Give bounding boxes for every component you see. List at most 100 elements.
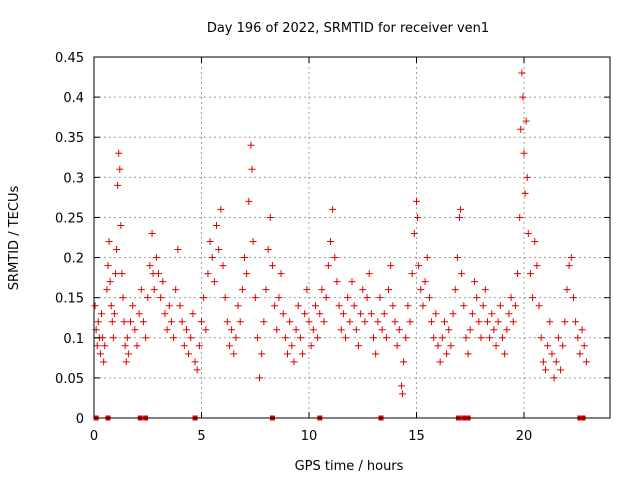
data-point xyxy=(499,334,506,342)
data-point xyxy=(249,238,257,246)
data-point xyxy=(219,262,227,270)
data-point xyxy=(335,302,343,310)
data-point xyxy=(104,262,112,270)
data-point xyxy=(535,302,543,310)
data-point xyxy=(501,350,509,358)
data-point xyxy=(554,334,562,342)
data-point xyxy=(96,350,104,358)
data-point xyxy=(200,294,208,302)
data-point xyxy=(301,310,309,318)
data-point xyxy=(163,326,171,334)
data-point xyxy=(519,93,527,101)
data-point xyxy=(107,302,115,310)
data-points xyxy=(91,69,590,421)
data-point xyxy=(133,342,141,350)
data-point xyxy=(260,318,268,326)
y-tick-label: 0.15 xyxy=(55,292,84,307)
data-point xyxy=(91,302,99,310)
data-point xyxy=(399,390,407,398)
data-point xyxy=(108,318,116,326)
data-point xyxy=(517,125,525,133)
data-point xyxy=(299,350,307,358)
data-point xyxy=(574,334,582,342)
data-point xyxy=(210,278,218,286)
data-point xyxy=(507,294,515,302)
chart-title: Day 196 of 2022, SRMTID for receiver ven… xyxy=(207,21,489,36)
data-point xyxy=(440,318,448,326)
data-point xyxy=(481,286,489,294)
data-point xyxy=(521,189,529,197)
data-point xyxy=(112,270,119,278)
y-axis-label: SRMTID / TECUs xyxy=(7,186,22,291)
data-point xyxy=(286,318,294,326)
data-point xyxy=(488,310,496,318)
data-point xyxy=(559,342,567,350)
x-tick-label: 5 xyxy=(197,429,205,444)
data-point xyxy=(189,310,197,318)
data-point xyxy=(248,165,256,173)
data-point xyxy=(266,213,274,221)
x-axis-label: GPS time / hours xyxy=(295,459,404,474)
data-point xyxy=(262,286,270,294)
data-point xyxy=(451,286,459,294)
data-point xyxy=(318,286,326,294)
data-point xyxy=(471,278,479,286)
data-point xyxy=(391,318,399,326)
data-point xyxy=(413,197,420,205)
data-point xyxy=(198,318,205,326)
data-point xyxy=(117,221,125,229)
data-point xyxy=(94,318,102,326)
data-point xyxy=(436,358,444,366)
data-point xyxy=(320,318,328,326)
data-point xyxy=(496,302,504,310)
data-point xyxy=(273,326,281,334)
data-point xyxy=(101,342,109,350)
data-point xyxy=(490,326,498,334)
data-point xyxy=(150,286,158,294)
data-point xyxy=(324,262,332,270)
data-point xyxy=(514,270,522,278)
data-point xyxy=(120,318,128,326)
data-point xyxy=(473,294,481,302)
data-point xyxy=(505,310,513,318)
data-point xyxy=(264,246,272,254)
data-point xyxy=(359,286,367,294)
data-point xyxy=(161,310,169,318)
data-point xyxy=(522,117,530,125)
data-point xyxy=(225,342,233,350)
data-point xyxy=(232,334,240,342)
data-point xyxy=(305,318,313,326)
y-tick-label: 0.4 xyxy=(63,91,84,106)
data-point xyxy=(157,294,165,302)
data-point xyxy=(449,310,457,318)
data-point xyxy=(430,334,438,342)
data-point xyxy=(148,229,156,237)
data-point xyxy=(122,358,130,366)
data-point xyxy=(176,302,184,310)
data-point xyxy=(172,286,180,294)
data-point xyxy=(468,310,476,318)
data-point xyxy=(443,350,451,358)
data-point xyxy=(406,318,414,326)
data-point xyxy=(544,342,552,350)
data-point xyxy=(204,270,212,278)
data-point xyxy=(576,350,584,358)
data-point xyxy=(294,302,302,310)
data-point xyxy=(511,302,519,310)
data-point xyxy=(352,326,360,334)
data-point xyxy=(208,254,216,262)
data-point xyxy=(419,302,427,310)
x-tick-label: 15 xyxy=(408,429,425,444)
data-point xyxy=(307,342,315,350)
data-point xyxy=(565,262,573,270)
data-point xyxy=(367,310,375,318)
data-point xyxy=(279,310,287,318)
y-tick-label: 0 xyxy=(76,412,84,427)
data-point xyxy=(479,302,487,310)
data-point xyxy=(238,286,246,294)
data-point xyxy=(378,326,386,334)
data-point xyxy=(146,262,154,270)
data-point xyxy=(578,326,586,334)
data-point xyxy=(509,318,517,326)
data-point xyxy=(115,149,123,157)
